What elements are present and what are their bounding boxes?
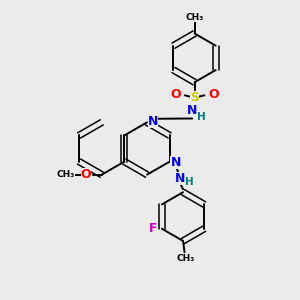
Text: N: N [187,104,197,117]
Text: H: H [184,177,194,188]
Text: O: O [81,168,91,181]
Text: CH₃: CH₃ [185,13,204,22]
Text: CH₃: CH₃ [57,170,75,179]
Text: O: O [170,88,181,101]
Text: O: O [208,88,219,101]
Text: H: H [197,112,206,122]
Text: F: F [149,222,158,235]
Text: N: N [148,115,158,128]
Text: N: N [170,156,181,169]
Text: CH₃: CH₃ [176,254,195,263]
Text: S: S [190,91,199,104]
Text: N: N [175,172,185,185]
